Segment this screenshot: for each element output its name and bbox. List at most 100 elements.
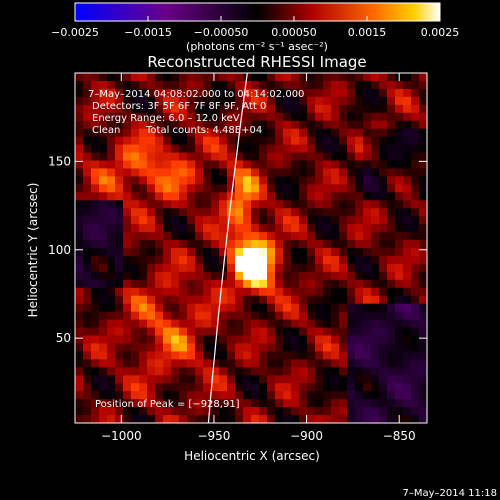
heatmap-cell	[355, 112, 364, 122]
heatmap-cell	[331, 383, 340, 392]
heatmap-cell	[267, 279, 276, 289]
heatmap-cell	[395, 303, 404, 313]
heatmap-cell	[75, 208, 84, 217]
heatmap-cell	[219, 415, 228, 423]
heatmap-cell	[179, 128, 188, 138]
heatmap-cell	[315, 271, 324, 281]
heatmap-cell	[155, 200, 164, 209]
heatmap-cell	[363, 136, 372, 146]
heatmap-cell	[251, 311, 260, 321]
heatmap-cell	[179, 200, 188, 209]
heatmap-cell	[307, 383, 316, 392]
heatmap-cell	[403, 279, 412, 289]
heatmap-cell	[363, 152, 372, 162]
heatmap-cell	[259, 160, 268, 170]
heatmap-cell	[307, 367, 316, 376]
heatmap-cell	[379, 303, 388, 313]
heatmap-cell	[123, 144, 132, 154]
heatmap-cell	[243, 391, 252, 400]
heatmap-cell	[323, 319, 332, 329]
heatmap-cell	[267, 152, 276, 162]
heatmap-cell	[403, 327, 412, 337]
heatmap-cell	[171, 224, 180, 233]
colorbar-unit-label: (photons cm⁻² s⁻¹ asec⁻²)	[186, 40, 328, 53]
heatmap-cell	[91, 232, 100, 241]
heatmap-cell	[99, 144, 108, 154]
heatmap-cell	[371, 287, 380, 297]
heatmap-cell	[419, 240, 427, 249]
heatmap-cell	[203, 279, 212, 289]
heatmap-cell	[123, 152, 132, 162]
heatmap-cell	[227, 383, 236, 392]
heatmap-cell	[251, 152, 260, 162]
heatmap-cell	[299, 184, 308, 193]
heatmap-cell	[107, 295, 116, 305]
heatmap-cell	[187, 200, 196, 209]
heatmap-cell	[395, 128, 404, 138]
heatmap-cell	[179, 160, 188, 170]
heatmap-cell	[155, 128, 164, 138]
heatmap-cell	[107, 208, 116, 217]
heatmap-cell	[219, 80, 228, 90]
heatmap-cell	[131, 367, 140, 376]
heatmap-cell	[267, 96, 276, 106]
heatmap-cell	[99, 224, 108, 233]
heatmap-cell	[155, 112, 164, 122]
heatmap-cell	[363, 80, 372, 90]
heatmap-cell	[243, 104, 252, 114]
heatmap-cell	[299, 136, 308, 146]
heatmap-cell	[219, 255, 228, 265]
heatmap-cell	[91, 96, 100, 106]
heatmap-cell	[187, 152, 196, 162]
heatmap-cell	[179, 407, 188, 416]
heatmap-cell	[139, 248, 148, 257]
heatmap-cell	[235, 120, 244, 130]
heatmap-cell	[315, 96, 324, 106]
x-tick-label: −1000	[101, 429, 142, 443]
heatmap-cell	[211, 240, 220, 249]
heatmap-cell	[339, 343, 348, 352]
heatmap-cell	[331, 295, 340, 305]
heatmap-cell	[339, 80, 348, 90]
heatmap-cell	[235, 104, 244, 114]
heatmap-cell	[307, 112, 316, 122]
heatmap-cell	[243, 152, 252, 162]
heatmap-cell	[371, 383, 380, 392]
heatmap-cell	[403, 224, 412, 233]
heatmap-cell	[91, 224, 100, 233]
heatmap-cell	[291, 255, 300, 265]
heatmap-cell	[371, 263, 380, 273]
heatmap-cell	[395, 335, 404, 345]
heatmap-cell	[275, 80, 284, 90]
heatmap-cell	[203, 375, 212, 384]
heatmap-cell	[163, 208, 172, 217]
heatmap-cell	[155, 184, 164, 193]
heatmap-cell	[211, 279, 220, 289]
heatmap-cell	[203, 263, 212, 273]
heatmap-cell	[75, 232, 84, 241]
heatmap-cell	[75, 255, 84, 265]
heatmap-cell	[99, 176, 108, 185]
heatmap-cell	[419, 263, 427, 273]
heatmap-cell	[387, 96, 396, 106]
heatmap-cell	[251, 208, 260, 217]
heatmap-cell	[203, 335, 212, 345]
heatmap-cell	[307, 335, 316, 345]
heatmap-cell	[347, 200, 356, 209]
heatmap-cell	[419, 359, 427, 368]
heatmap-cell	[235, 279, 244, 289]
heatmap-cell	[275, 375, 284, 384]
heatmap-cell	[291, 391, 300, 400]
heatmap-cell	[403, 104, 412, 114]
heatmap-cell	[315, 391, 324, 400]
heatmap-cell	[339, 73, 348, 82]
heatmap-cell	[243, 359, 252, 368]
heatmap-cell	[179, 279, 188, 289]
heatmap-cell	[363, 248, 372, 257]
heatmap-cell	[315, 152, 324, 162]
heatmap-cell	[147, 144, 156, 154]
heatmap-cell	[403, 168, 412, 177]
heatmap-cell	[251, 136, 260, 146]
heatmap-cell	[99, 168, 108, 177]
heatmap-cell	[395, 327, 404, 337]
